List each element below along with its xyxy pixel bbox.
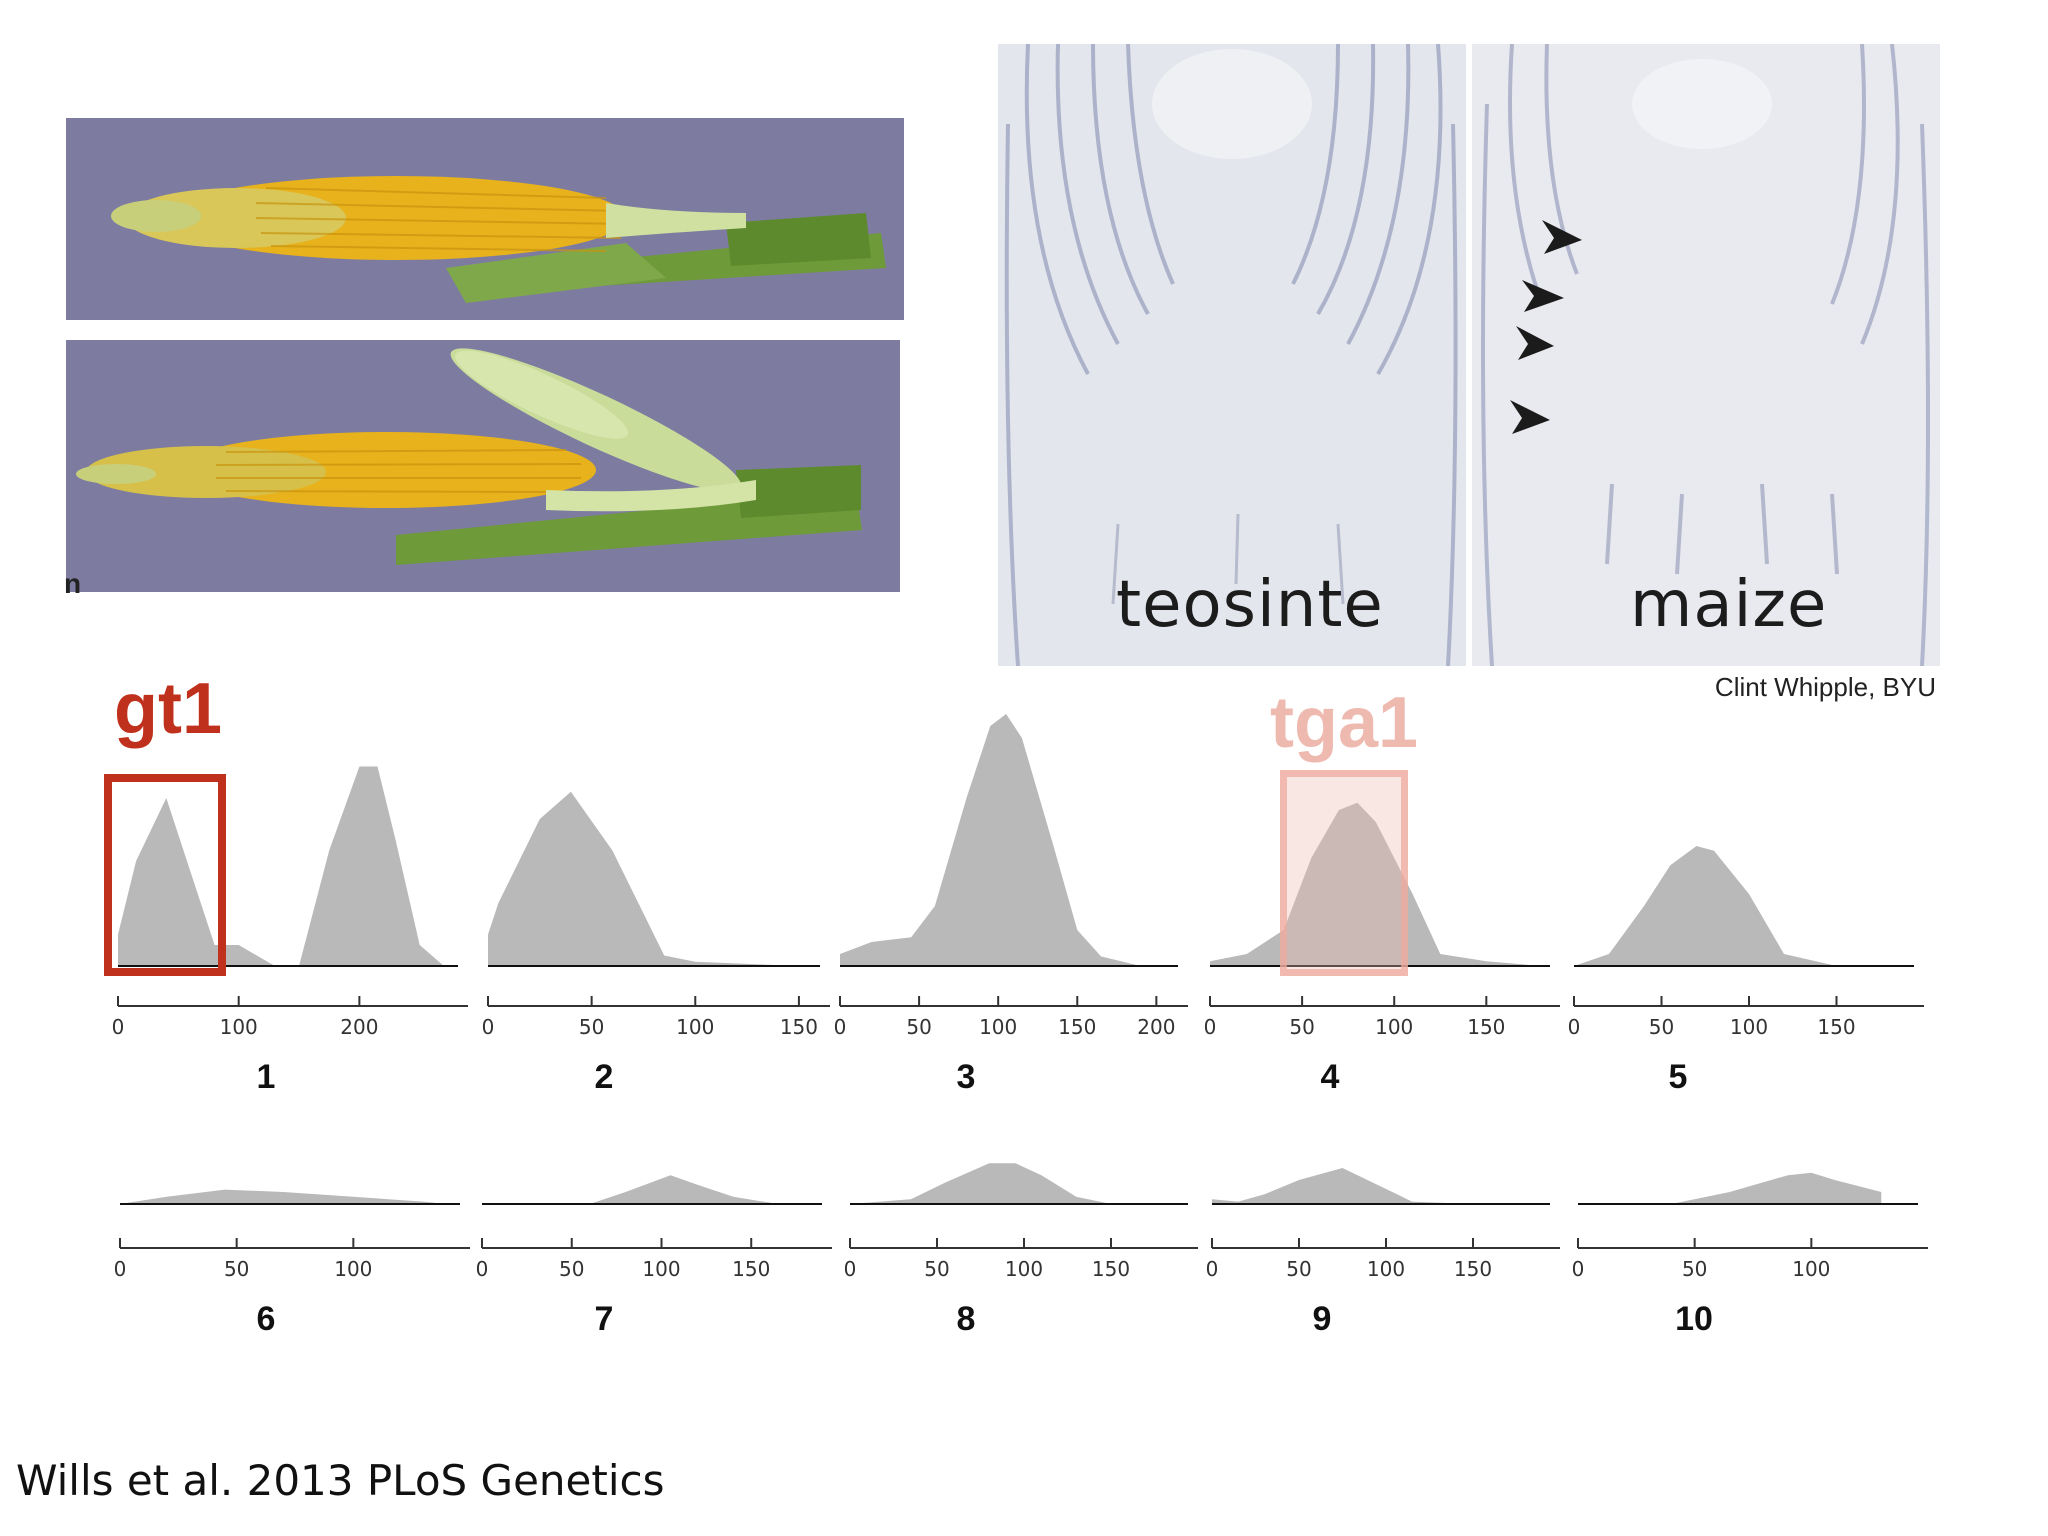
chromosome-number-4: 4 (1321, 1058, 1340, 1096)
corn-ear-illustration-top (111, 176, 886, 303)
chromosome-panel-6: 0 50 100 6 (114, 1189, 470, 1338)
tick-label: 100 (676, 1015, 714, 1039)
image-credit: Clint Whipple, BYU (1714, 672, 1936, 702)
gt1-label: gt1 (114, 669, 222, 749)
chromosome-panel-2: 0 50 100 150 2 (482, 791, 830, 1096)
micrograph-teosinte: teosinte (998, 44, 1466, 666)
corn-ear-illustration-bottom (76, 348, 862, 565)
peak-area-7 (482, 1175, 779, 1204)
tick-label: 0 (1204, 1015, 1217, 1039)
tick-label: 100 (1375, 1015, 1413, 1039)
tick-label: 0 (476, 1257, 489, 1281)
chromosome-number-9: 9 (1313, 1300, 1332, 1338)
chromosome-panel-3: 0 50 100 150 200 3 (834, 714, 1188, 1096)
chromosome-panel-10: 0 50 100 10 (1572, 1172, 1928, 1338)
tick-label: 0 (114, 1257, 127, 1281)
chromosome-number-1: 1 (257, 1058, 276, 1096)
tick-label: 150 (732, 1257, 770, 1281)
peak-area-3 (840, 714, 1141, 966)
chromosome-panel-7: 0 50 100 150 7 (476, 1175, 832, 1338)
tick-label: 0 (1206, 1257, 1219, 1281)
peak-area-1 (118, 766, 444, 966)
tick-label: 200 (1137, 1015, 1175, 1039)
tick-label: 100 (1792, 1257, 1830, 1281)
chromosome-panel-8: 0 50 100 150 8 (844, 1163, 1198, 1338)
tick-label: 0 (1572, 1257, 1585, 1281)
micrograph-maize: maize (1472, 44, 1940, 666)
chromosome-panel-9: 0 50 100 150 9 (1206, 1168, 1560, 1338)
tick-label: 0 (844, 1257, 857, 1281)
citation: Wills et al. 2013 PLoS Genetics (16, 1456, 665, 1505)
tick-label: 0 (1568, 1015, 1581, 1039)
tick-label: 150 (1092, 1257, 1130, 1281)
tick-label: 100 (642, 1257, 680, 1281)
teosinte-label: teosinte (1116, 568, 1384, 642)
peak-area-5 (1574, 846, 1881, 966)
tick-label: 100 (1730, 1015, 1768, 1039)
chromosome-panel-1: 0 100 200 1 (112, 766, 468, 1096)
tick-label: 150 (1817, 1015, 1855, 1039)
tick-label: 50 (924, 1257, 949, 1281)
tick-label: 150 (1467, 1015, 1505, 1039)
tick-label: 50 (906, 1015, 931, 1039)
chromosome-number-5: 5 (1669, 1058, 1688, 1096)
tick-label: 100 (1367, 1257, 1405, 1281)
tick-label: 100 (334, 1257, 372, 1281)
tick-label: 150 (780, 1015, 818, 1039)
chromosome-number-3: 3 (957, 1058, 976, 1096)
tga1-label: tga1 (1270, 683, 1419, 763)
arrowhead-markers (1510, 220, 1582, 434)
tick-label: 50 (1289, 1015, 1314, 1039)
gt1-highlight-box (104, 774, 226, 976)
tick-label: 50 (1649, 1015, 1674, 1039)
corn-ear-photo-bottom (66, 340, 900, 592)
teosinte-tissue-illustration (998, 44, 1466, 666)
peak-area-2 (488, 791, 799, 966)
peak-area-6 (120, 1189, 447, 1204)
tick-label: 50 (559, 1257, 584, 1281)
chromosome-number-2: 2 (595, 1058, 614, 1096)
tick-label: 50 (224, 1257, 249, 1281)
tick-label: 150 (1058, 1015, 1096, 1039)
tick-label: 100 (220, 1015, 258, 1039)
chromosome-number-8: 8 (957, 1300, 976, 1338)
tick-label: 50 (1682, 1257, 1707, 1281)
peak-area-10 (1578, 1172, 1882, 1204)
peak-area-4 (1210, 802, 1542, 966)
chromosome-number-6: 6 (257, 1300, 276, 1338)
tick-label: 100 (979, 1015, 1017, 1039)
tick-label: 0 (834, 1015, 847, 1039)
peak-area-8 (850, 1163, 1111, 1204)
chromosome-panel-5: 0 50 100 150 5 (1568, 846, 1924, 1096)
tick-label: 200 (340, 1015, 378, 1039)
chromosome-number-7: 7 (595, 1300, 614, 1338)
tick-label: 0 (482, 1015, 495, 1039)
corn-ear-photo-top (66, 118, 904, 320)
tick-label: 50 (579, 1015, 604, 1039)
maize-label: maize (1630, 568, 1828, 642)
peak-area-9 (1212, 1168, 1473, 1204)
tga1-highlight-box (1280, 770, 1408, 976)
chromosome-number-10: 10 (1675, 1300, 1713, 1338)
chromosome-panel-4: 0 50 100 150 4 (1204, 802, 1560, 1096)
tick-label: 100 (1005, 1257, 1043, 1281)
maize-tissue-illustration (1472, 44, 1940, 666)
tick-label: 150 (1454, 1257, 1492, 1281)
panel-edge-letter: n (64, 568, 82, 599)
tick-label: 50 (1286, 1257, 1311, 1281)
tick-label: 0 (112, 1015, 125, 1039)
